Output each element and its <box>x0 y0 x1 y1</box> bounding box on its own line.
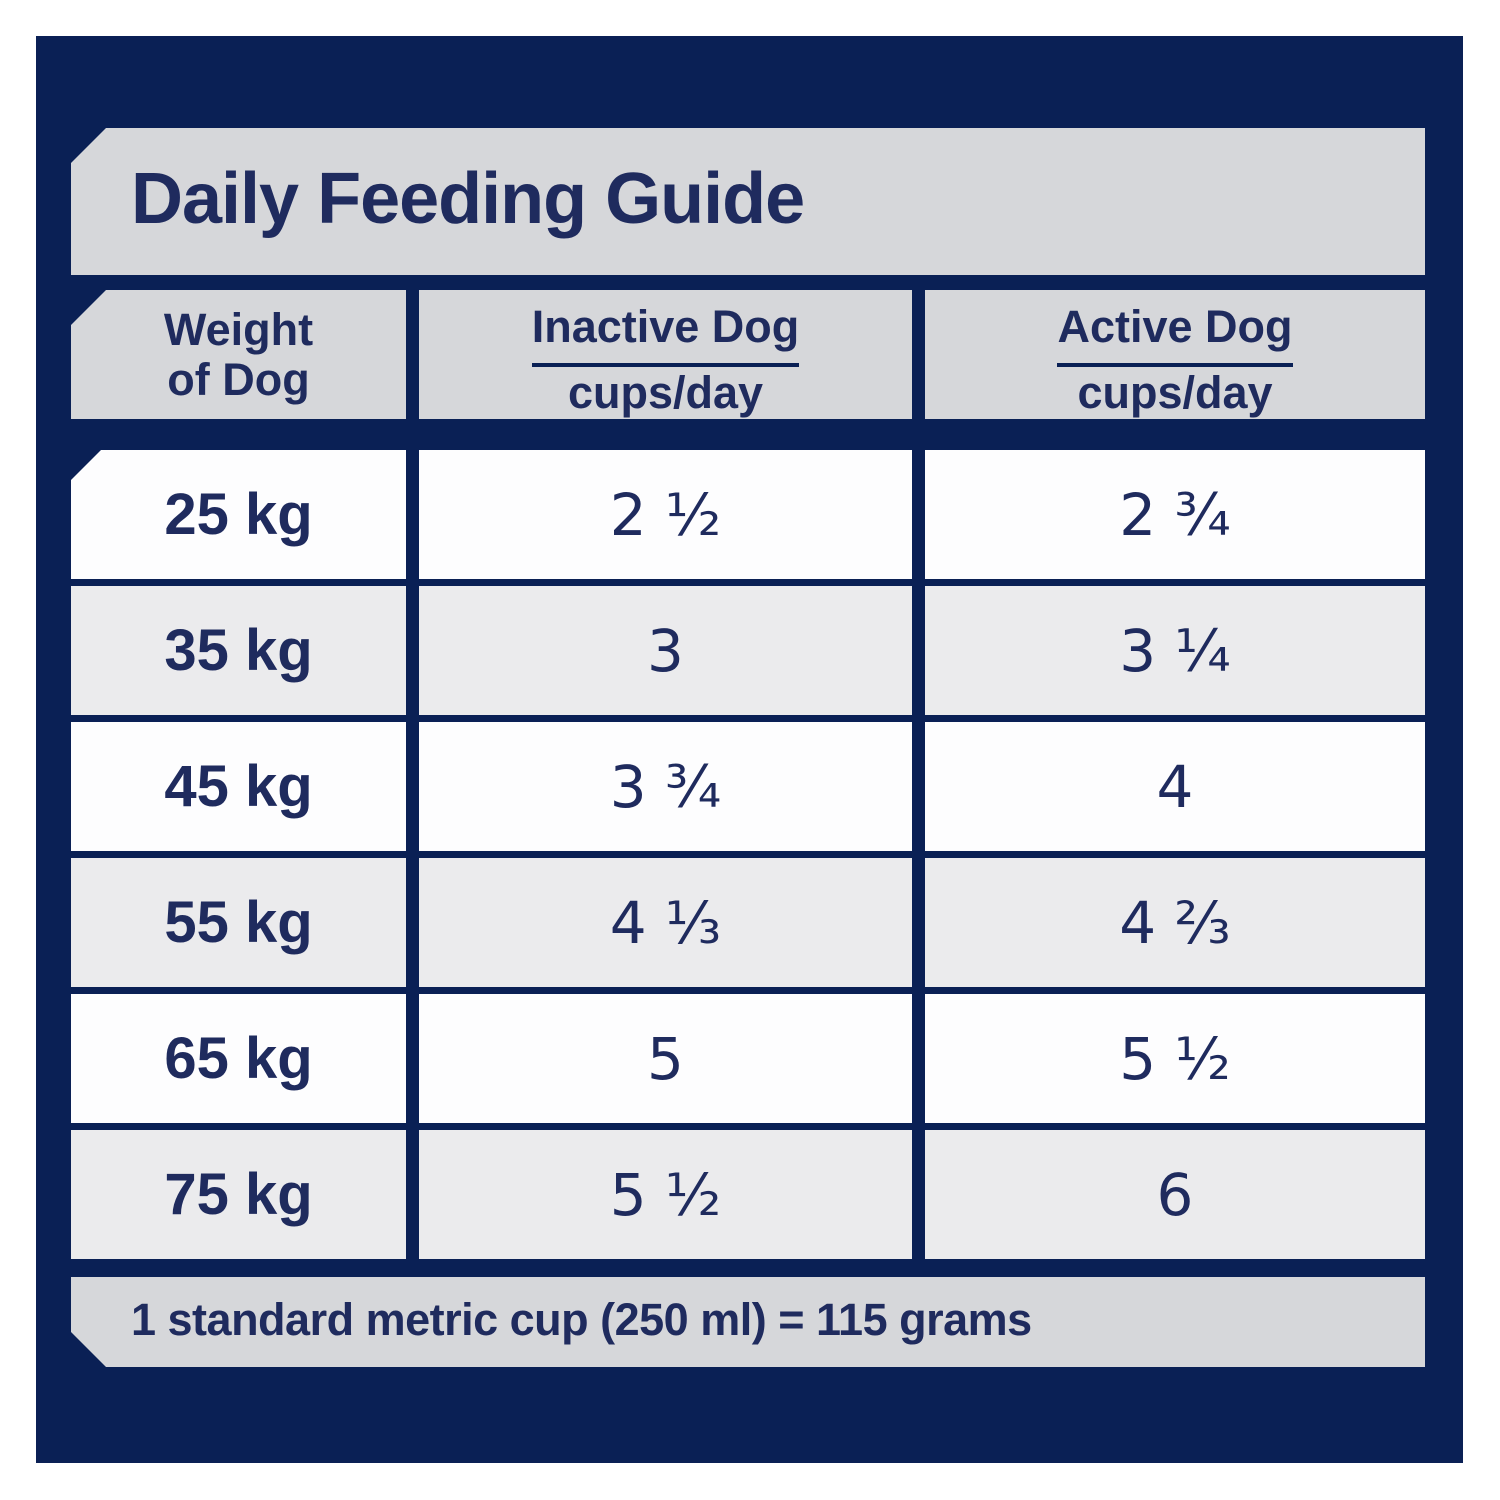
header-weight-line1: Weight <box>163 304 314 355</box>
active-value-cell: 4 ⅔ <box>925 858 1425 987</box>
header-active-dog-label: Active Dog <box>1057 290 1293 367</box>
inactive-value-cell: 3 <box>419 586 912 715</box>
header-weight-line2: of Dog <box>167 353 310 405</box>
active-value-cell: 3 ¼ <box>925 586 1425 715</box>
weight-cell: 75 kg <box>71 1130 406 1259</box>
header-inactive-dog-label: Inactive Dog <box>531 290 800 367</box>
inactive-value-cell: 5 <box>419 994 912 1123</box>
weight-cell: 45 kg <box>71 722 406 851</box>
weight-cell: 25 kg <box>71 450 406 579</box>
inactive-value-cell: 3 ¾ <box>419 722 912 851</box>
header-inactive-dog-units: cups/day <box>567 367 764 418</box>
active-value-cell: 4 <box>925 722 1425 851</box>
active-value-cell: 2 ¾ <box>925 450 1425 579</box>
page-title: Daily Feeding Guide <box>131 158 805 239</box>
header-active-dog: Active Dog cups/day <box>925 290 1425 419</box>
header-weight-of-dog: Weight of Dog <box>71 290 406 419</box>
footer-bar: 1 standard metric cup (250 ml) = 115 gra… <box>71 1277 1425 1367</box>
header-inactive-dog: Inactive Dog cups/day <box>419 290 912 419</box>
weight-cell: 35 kg <box>71 586 406 715</box>
inactive-value-cell: 2 ½ <box>419 450 912 579</box>
inactive-value-cell: 4 ⅓ <box>419 858 912 987</box>
footer-note: 1 standard metric cup (250 ml) = 115 gra… <box>131 1294 1032 1345</box>
header-active-dog-units: cups/day <box>1077 367 1273 418</box>
inactive-value-cell: 5 ½ <box>419 1130 912 1259</box>
active-value-cell: 5 ½ <box>925 994 1425 1123</box>
title-bar: Daily Feeding Guide <box>71 128 1425 275</box>
weight-cell: 65 kg <box>71 994 406 1123</box>
active-value-cell: 6 <box>925 1130 1425 1259</box>
weight-cell: 55 kg <box>71 858 406 987</box>
feeding-guide-panel: Daily Feeding Guide Weight of Dog Inacti… <box>36 36 1463 1463</box>
